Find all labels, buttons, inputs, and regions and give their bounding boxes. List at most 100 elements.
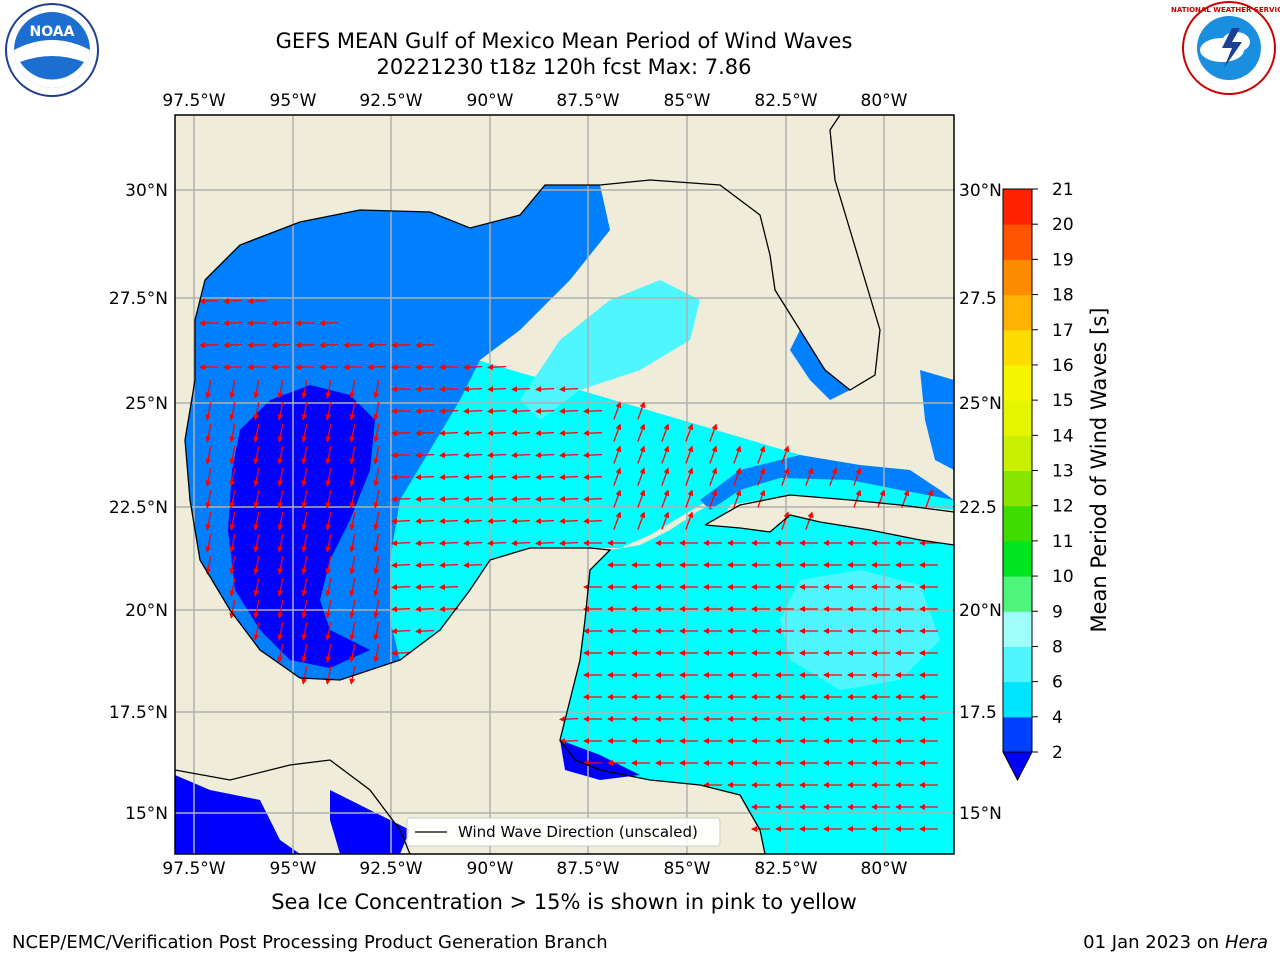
nws-logo: NATIONAL WEATHER SERVICE bbox=[1171, 1, 1280, 95]
colorbar-segment bbox=[1003, 224, 1032, 260]
wave-direction-arrow bbox=[685, 423, 694, 442]
wave-direction-arrow bbox=[277, 468, 284, 487]
wave-direction-arrow bbox=[709, 423, 718, 442]
wave-direction-arrow bbox=[583, 408, 603, 415]
ocean-field bbox=[185, 115, 954, 854]
date-text: 01 Jan 2023 on Hera bbox=[1083, 932, 1268, 953]
colorbar-tick-label: 15 bbox=[1052, 391, 1074, 411]
lat-label-right: 22.5 bbox=[959, 498, 997, 518]
wave-direction-arrow bbox=[637, 511, 646, 530]
wave-direction-arrow bbox=[253, 512, 260, 531]
wave-direction-arrow bbox=[559, 716, 579, 723]
colorbar-segment bbox=[1003, 364, 1032, 401]
colorbar-tick-label: 2 bbox=[1052, 743, 1063, 763]
wave-direction-arrow bbox=[277, 424, 284, 443]
map-frame bbox=[174, 114, 955, 855]
wave-direction-arrow bbox=[439, 430, 459, 437]
wave-direction-arrow bbox=[535, 408, 555, 415]
colorbar-tick-label: 11 bbox=[1052, 532, 1074, 552]
wave-direction-arrow bbox=[415, 364, 435, 371]
wave-direction-arrow bbox=[247, 320, 267, 327]
wave-direction-arrow bbox=[463, 562, 483, 569]
wave-direction-arrow bbox=[277, 380, 284, 399]
wave-direction-arrow bbox=[733, 467, 742, 486]
lon-label-bottom: 92.5°W bbox=[359, 859, 422, 879]
wave-direction-arrow bbox=[229, 578, 236, 597]
wave-direction-arrow bbox=[301, 380, 308, 399]
wave-direction-arrow bbox=[439, 518, 459, 525]
wave-direction-arrow bbox=[439, 474, 459, 481]
wave-direction-arrow bbox=[349, 380, 356, 399]
bahamas-shelf-region bbox=[920, 370, 954, 470]
noaa-logo: NOAA bbox=[5, 3, 99, 97]
wave-direction-arrow bbox=[253, 578, 260, 597]
wave-direction-arrow bbox=[685, 489, 694, 508]
wave-direction-arrow bbox=[223, 364, 243, 371]
wave-direction-arrow bbox=[391, 496, 411, 503]
wave-direction-arrow bbox=[685, 467, 694, 486]
wave-direction-arrow bbox=[325, 556, 332, 575]
map-subtitle: 20221230 t18z 120h fcst Max: 7.86 bbox=[376, 55, 752, 79]
wave-direction-arrow bbox=[511, 452, 531, 459]
wave-direction-arrow bbox=[205, 556, 212, 575]
wave-direction-arrow bbox=[247, 298, 267, 305]
wave-direction-arrow bbox=[301, 512, 308, 531]
map-title: GEFS MEAN Gulf of Mexico Mean Period of … bbox=[275, 29, 853, 53]
wave-direction-arrow bbox=[757, 467, 766, 486]
lon-label-bottom: 95°W bbox=[270, 859, 317, 879]
wave-direction-arrow bbox=[559, 738, 579, 745]
wave-direction-arrow bbox=[319, 320, 339, 327]
wave-direction-arrow bbox=[205, 380, 212, 399]
colorbar-tick-label: 10 bbox=[1052, 567, 1074, 587]
wave-direction-arrow bbox=[685, 511, 694, 530]
wave-direction-arrow bbox=[301, 424, 308, 443]
lat-label-left: 22.5°N bbox=[109, 498, 168, 518]
colorbar-tick-label: 17 bbox=[1052, 321, 1074, 341]
wave-direction-arrow bbox=[733, 445, 742, 464]
gulf-of-mexico-map: Wind Wave Direction (unscaled) bbox=[175, 115, 954, 854]
wave-direction-arrow bbox=[805, 467, 814, 486]
wave-direction-arrow bbox=[877, 489, 886, 508]
wave-direction-arrow bbox=[613, 467, 622, 486]
wave-direction-arrow bbox=[613, 489, 622, 508]
wave-direction-arrow bbox=[559, 474, 579, 481]
wave-direction-arrow bbox=[391, 540, 411, 547]
wave-direction-arrow bbox=[757, 489, 766, 508]
wave-direction-arrow bbox=[229, 402, 236, 421]
wave-direction-arrow bbox=[373, 600, 380, 619]
wave-direction-arrow bbox=[613, 445, 622, 464]
colorbar-tick-label: 16 bbox=[1052, 356, 1074, 376]
wave-direction-arrow bbox=[559, 496, 579, 503]
wave-direction-arrow bbox=[367, 364, 387, 371]
wave-direction-arrow bbox=[253, 490, 260, 509]
wave-direction-arrow bbox=[391, 408, 411, 415]
wave-direction-arrow bbox=[637, 489, 646, 508]
wave-direction-arrow bbox=[391, 650, 411, 657]
wave-direction-arrow bbox=[487, 386, 507, 393]
lat-label-right: 15°N bbox=[959, 804, 1002, 824]
wave-direction-arrow bbox=[661, 423, 670, 442]
wave-direction-arrow bbox=[277, 644, 284, 663]
colorbar-segment bbox=[1003, 329, 1032, 366]
legend-label: Wind Wave Direction (unscaled) bbox=[458, 823, 698, 841]
credit-text: NCEP/EMC/Verification Post Processing Pr… bbox=[12, 932, 608, 953]
colorbar: 2 4 6 8 9 10 11 12 13 14 15 16 17 18 19 20 21 Mean Period… bbox=[1002, 180, 1111, 782]
wave-direction-arrow bbox=[487, 364, 507, 371]
wave-direction-arrow bbox=[349, 600, 356, 619]
wave-direction-arrow bbox=[415, 518, 435, 525]
wave-direction-arrow bbox=[415, 452, 435, 459]
noaa-logo-text: NOAA bbox=[30, 24, 75, 40]
colorbar-segment bbox=[1003, 646, 1032, 683]
wave-direction-arrow bbox=[511, 408, 531, 415]
wave-direction-arrow bbox=[781, 467, 790, 486]
wave-direction-arrow bbox=[511, 496, 531, 503]
wave-direction-arrow bbox=[319, 342, 339, 349]
wave-direction-arrow bbox=[613, 511, 622, 530]
wave-direction-arrow bbox=[319, 364, 339, 371]
wave-direction-arrow bbox=[463, 386, 483, 393]
wave-direction-arrow bbox=[439, 408, 459, 415]
wave-direction-arrow bbox=[439, 606, 459, 613]
wave-direction-arrow bbox=[349, 490, 356, 509]
wave-direction-arrow bbox=[463, 452, 483, 459]
wave-direction-arrow bbox=[391, 342, 411, 349]
